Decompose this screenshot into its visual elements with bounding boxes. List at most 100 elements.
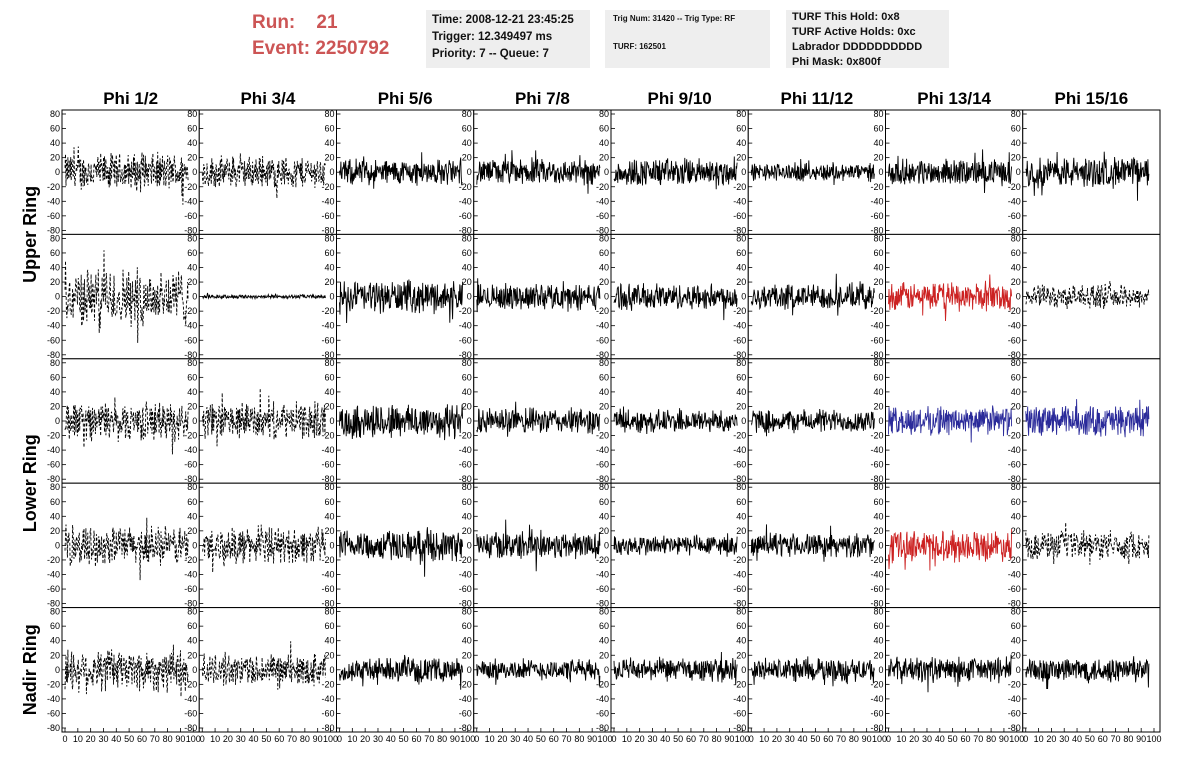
column-header: Phi 11/12 bbox=[780, 89, 853, 108]
y-tick-label: 40 bbox=[187, 387, 197, 397]
y-tick-label: 20 bbox=[50, 153, 60, 163]
y-tick-label: 60 bbox=[736, 248, 746, 258]
y-tick-label: 0 bbox=[741, 665, 746, 675]
y-tick-label: 80 bbox=[736, 358, 746, 368]
y-tick-label: -80 bbox=[184, 225, 197, 235]
x-tick-label: 0 bbox=[337, 734, 342, 744]
y-tick-label: 80 bbox=[50, 358, 60, 368]
y-tick-label: -40 bbox=[184, 196, 197, 206]
y-tick-label: 60 bbox=[599, 124, 609, 134]
y-tick-label: -40 bbox=[870, 694, 883, 704]
y-tick-label: -40 bbox=[184, 570, 197, 580]
y-tick-label: -40 bbox=[459, 196, 472, 206]
y-tick-label: -80 bbox=[1008, 474, 1021, 484]
y-tick-label: 60 bbox=[187, 372, 197, 382]
y-tick-label: 40 bbox=[324, 263, 334, 273]
waveform-grid: Phi 1/2 Phi 3/4 Phi 5/6 Phi 7/8 Phi 9/10 Phi … bbox=[20, 89, 1162, 744]
y-tick-label: 20 bbox=[873, 277, 883, 287]
y-tick-label: 20 bbox=[187, 401, 197, 411]
y-tick-label: 60 bbox=[599, 248, 609, 258]
y-tick-label: -20 bbox=[459, 431, 472, 441]
waveform-trace bbox=[888, 529, 1013, 571]
x-tick-label: 100 bbox=[1146, 734, 1161, 744]
y-tick-label: -20 bbox=[870, 182, 883, 192]
x-tick-label: 0 bbox=[749, 734, 754, 744]
y-tick-label: 0 bbox=[329, 665, 334, 675]
x-tick-label: 100 bbox=[735, 734, 750, 744]
y-tick-label: -20 bbox=[321, 306, 334, 316]
y-tick-label: 80 bbox=[1011, 109, 1021, 119]
trigger-text: Trigger: 12.349497 ms bbox=[432, 31, 553, 43]
y-tick-label: -20 bbox=[1008, 306, 1021, 316]
y-tick-label: 0 bbox=[192, 292, 197, 302]
y-tick-label: 0 bbox=[467, 292, 472, 302]
y-tick-label: -40 bbox=[596, 570, 609, 580]
y-tick-label: -20 bbox=[1008, 679, 1021, 689]
y-tick-label: 0 bbox=[192, 540, 197, 550]
y-tick-label: 80 bbox=[50, 482, 60, 492]
y-tick-label: -80 bbox=[870, 225, 883, 235]
x-tick-label: 20 bbox=[360, 734, 370, 744]
trig-num-text: Trig Num: 31420 -- Trig Type: RF bbox=[613, 14, 736, 23]
y-tick-label: 20 bbox=[50, 650, 60, 660]
run-event-block: Run: 21 Event: 2250792 bbox=[252, 10, 389, 62]
turf-text: TURF: 162501 bbox=[613, 42, 666, 51]
y-tick-label: -40 bbox=[321, 694, 334, 704]
y-tick-label: 40 bbox=[462, 387, 472, 397]
y-tick-label: -20 bbox=[1008, 431, 1021, 441]
y-tick-label: -20 bbox=[870, 679, 883, 689]
y-tick-label: 40 bbox=[324, 138, 334, 148]
y-tick-label: -60 bbox=[321, 460, 334, 470]
y-tick-label: -40 bbox=[733, 445, 746, 455]
y-tick-label: -80 bbox=[870, 599, 883, 609]
y-tick-label: -20 bbox=[733, 679, 746, 689]
x-tick-label: 30 bbox=[373, 734, 383, 744]
x-tick-label: 60 bbox=[411, 734, 421, 744]
y-tick-label: -80 bbox=[733, 599, 746, 609]
y-tick-label: 80 bbox=[50, 233, 60, 243]
y-tick-label: 0 bbox=[329, 416, 334, 426]
y-tick-label: -80 bbox=[870, 723, 883, 733]
y-tick-label: 60 bbox=[736, 497, 746, 507]
waveform-trace bbox=[751, 656, 875, 687]
y-tick-label: 60 bbox=[50, 621, 60, 631]
x-tick-label: 70 bbox=[1111, 734, 1121, 744]
x-tick-label: 70 bbox=[973, 734, 983, 744]
y-tick-label: 0 bbox=[55, 167, 60, 177]
x-tick-label: 30 bbox=[785, 734, 795, 744]
y-tick-label: 0 bbox=[604, 167, 609, 177]
y-tick-label: -20 bbox=[596, 431, 609, 441]
y-tick-label: -60 bbox=[1008, 708, 1021, 718]
y-tick-label: 20 bbox=[873, 526, 883, 536]
y-tick-label: -40 bbox=[184, 321, 197, 331]
y-tick-label: 40 bbox=[50, 138, 60, 148]
waveform-trace bbox=[888, 405, 1013, 443]
y-tick-label: 80 bbox=[187, 233, 197, 243]
y-tick-label: 80 bbox=[50, 109, 60, 119]
y-tick-label: 80 bbox=[324, 358, 334, 368]
x-tick-label: 90 bbox=[175, 734, 185, 744]
y-tick-label: -20 bbox=[321, 555, 334, 565]
y-tick-label: -40 bbox=[733, 321, 746, 331]
y-tick-label: -60 bbox=[1008, 211, 1021, 221]
y-tick-label: 40 bbox=[599, 263, 609, 273]
y-tick-label: 20 bbox=[736, 526, 746, 536]
y-tick-label: 60 bbox=[50, 248, 60, 258]
y-tick-label: 20 bbox=[599, 277, 609, 287]
y-tick-label: -80 bbox=[321, 225, 334, 235]
waveform-trace bbox=[613, 282, 738, 321]
y-tick-label: 60 bbox=[736, 124, 746, 134]
y-tick-label: -20 bbox=[47, 679, 60, 689]
x-tick-label: 70 bbox=[562, 734, 572, 744]
y-tick-label: 60 bbox=[187, 621, 197, 631]
y-tick-label: 80 bbox=[462, 109, 472, 119]
y-tick-label: -60 bbox=[870, 211, 883, 221]
waveform-trace bbox=[613, 651, 738, 685]
y-tick-label: -80 bbox=[596, 474, 609, 484]
waveform-trace bbox=[750, 408, 875, 437]
y-tick-label: 80 bbox=[736, 482, 746, 492]
x-tick-label: 10 bbox=[759, 734, 769, 744]
y-tick-label: 20 bbox=[1011, 401, 1021, 411]
y-tick-label: 80 bbox=[599, 109, 609, 119]
y-tick-label: 40 bbox=[873, 636, 883, 646]
